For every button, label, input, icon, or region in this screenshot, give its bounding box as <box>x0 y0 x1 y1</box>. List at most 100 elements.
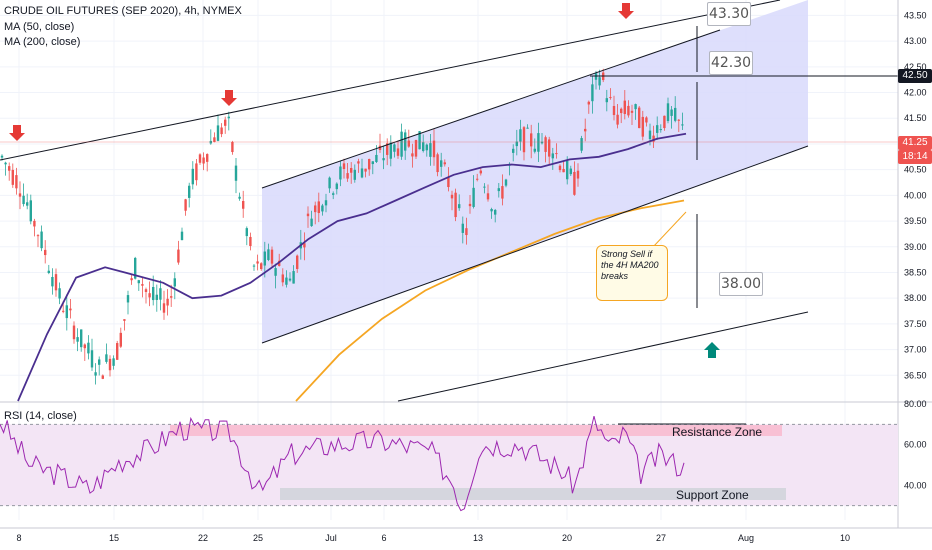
candle-body <box>130 278 133 281</box>
candle-body <box>623 100 626 115</box>
price-tick-label: 36.50 <box>904 370 927 380</box>
time-tick-label: Jul <box>325 533 337 543</box>
candle-body <box>101 375 104 379</box>
candle-body <box>119 332 122 347</box>
candle-body <box>83 344 86 349</box>
rsi-tick-label: 80.00 <box>904 399 927 409</box>
time-axis: 8 15 22 25 Jul 6 13 20 27 Aug 10 <box>16 533 850 543</box>
candle-body <box>569 168 572 175</box>
candle-body <box>94 372 97 376</box>
candle-body <box>342 163 346 170</box>
candle-body <box>504 179 508 186</box>
sell-arrow-icon <box>221 90 237 106</box>
rsi-line <box>0 415 685 512</box>
trend-lines <box>0 0 898 402</box>
channel-lower-line <box>261 145 809 344</box>
candle-body <box>483 186 486 188</box>
ma50-label[interactable]: MA (50, close) <box>4 20 75 33</box>
time-tick-label: 25 <box>253 533 263 543</box>
candle-body <box>382 158 385 161</box>
candle-body <box>656 125 659 133</box>
candle-body <box>328 177 331 189</box>
candle-body <box>422 142 425 151</box>
candle-body <box>530 133 533 147</box>
candle-body <box>155 294 158 300</box>
candle-body <box>227 116 230 119</box>
price-tick-label: 43.50 <box>904 10 927 20</box>
candle-body <box>389 142 392 159</box>
candle-body <box>267 249 270 260</box>
candle-body <box>555 153 558 155</box>
candle-body <box>677 119 680 121</box>
candle-body <box>558 165 562 171</box>
signal-arrows <box>9 3 720 358</box>
candle-body <box>540 141 544 144</box>
price-tick-label: 37.50 <box>904 319 927 329</box>
support-zone-label: Support Zone <box>676 488 749 502</box>
ma200-label[interactable]: MA (200, close) <box>4 36 81 48</box>
target-42-30-callout: 42.30 <box>709 51 753 75</box>
candle-body <box>584 128 587 132</box>
long-upper-trendline <box>0 0 781 161</box>
resistance-zone <box>170 425 782 436</box>
candle-body <box>573 171 576 195</box>
candle-body <box>65 305 68 319</box>
candle-body <box>51 276 54 287</box>
candle-body <box>206 154 209 162</box>
candle-body <box>663 115 666 129</box>
candle-body <box>429 143 432 157</box>
time-tick-label: 20 <box>562 533 572 543</box>
candle-body <box>515 141 518 147</box>
candle-body <box>472 187 475 207</box>
candle-body <box>371 161 374 165</box>
candle-body <box>170 296 173 298</box>
candle-body <box>231 141 234 153</box>
candle-body <box>436 154 439 173</box>
candle-body <box>87 342 90 354</box>
chart-title: CRUDE OIL FUTURES (SEP 2020), 4h, NYMEX <box>4 5 242 17</box>
time-tick-label: 27 <box>656 533 666 543</box>
candle-body <box>76 337 79 342</box>
last-price-tag: 41.25 <box>898 136 932 150</box>
price-tick-label: 43.00 <box>904 36 927 46</box>
candle-body <box>44 249 47 256</box>
candle-body <box>18 193 22 197</box>
candle-body <box>418 131 421 150</box>
candle-body <box>317 201 320 214</box>
target-43-30-callout: 43.30 <box>707 2 751 26</box>
candle-body <box>681 124 684 126</box>
candle-body <box>519 129 522 142</box>
candle-body <box>296 255 299 269</box>
candle-body <box>670 109 673 116</box>
candle-body <box>162 303 166 313</box>
candle-body <box>29 200 32 222</box>
candle-body <box>393 144 396 152</box>
candle-body <box>414 139 418 157</box>
candle-body <box>432 140 436 158</box>
candle-body <box>202 157 205 164</box>
candle-body <box>274 268 277 276</box>
target-38-00-callout: 38.00 <box>719 272 763 296</box>
candle-body <box>173 278 176 287</box>
candle-body <box>548 139 551 157</box>
candle-body <box>666 103 670 122</box>
candle-body <box>400 131 403 157</box>
candle-body <box>659 129 662 131</box>
candle-body <box>443 162 446 165</box>
candle-body <box>580 138 583 151</box>
candle-body <box>260 263 263 270</box>
candle-body <box>263 251 266 266</box>
price-tick-label: 42.00 <box>904 88 927 98</box>
candle-body <box>605 98 608 103</box>
price-tick-label: 37.00 <box>904 345 927 355</box>
candle-body <box>144 289 148 292</box>
candle-body <box>238 196 241 199</box>
sell-arrow-icon <box>618 3 634 19</box>
candle-body <box>270 249 274 264</box>
candle-body <box>152 286 155 301</box>
candle-body <box>353 169 356 180</box>
candle-body <box>177 249 180 263</box>
rsi-label[interactable]: RSI (14, close) <box>4 410 77 422</box>
candle-body <box>630 110 634 113</box>
